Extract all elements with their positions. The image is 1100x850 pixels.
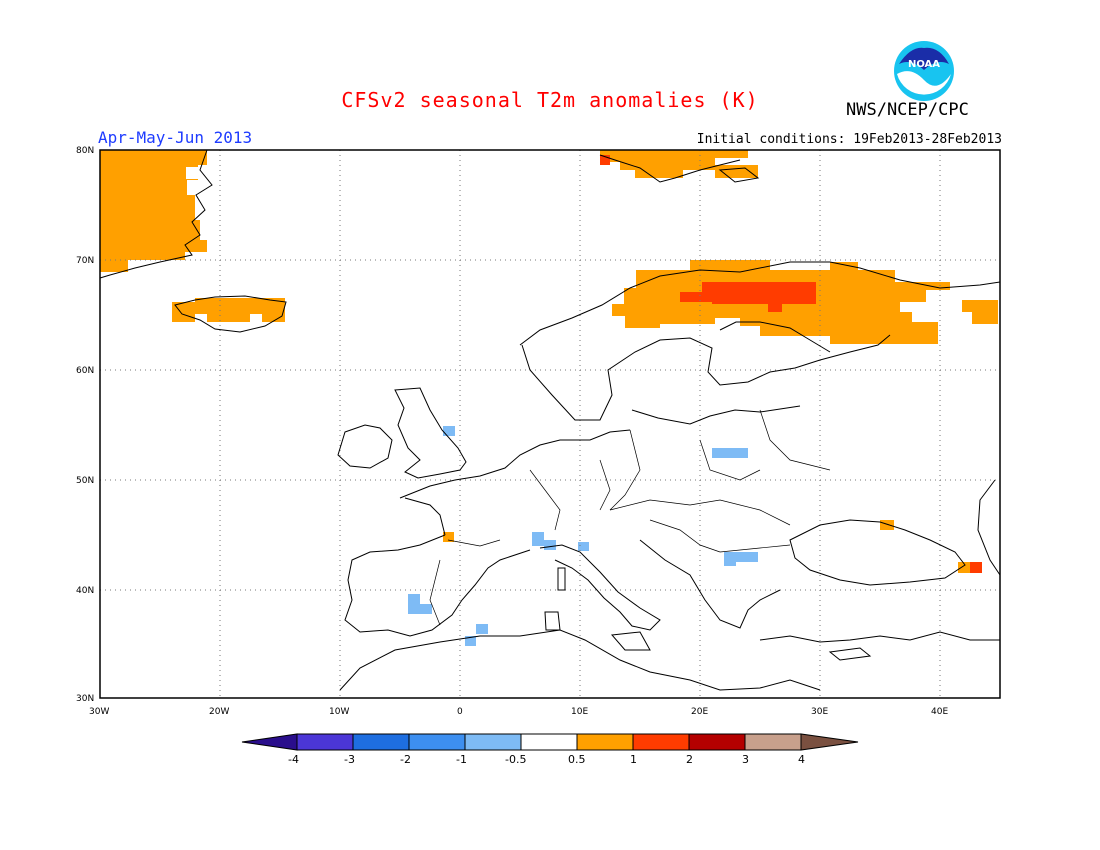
lon-label-20e: 20E [691,707,708,717]
colorbar-bin [408,733,466,751]
season-label: Apr-May-Jun 2013 [98,128,253,147]
lon-label-40e: 40E [931,707,948,717]
anomaly-cell-finland-core [680,282,816,312]
lon-label-30w: 30W [89,707,109,717]
anomaly-cell-algeria [465,624,488,646]
colorbar-label: -0.5 [505,753,526,766]
anomaly-cell-svalbard [600,150,758,178]
graticule [100,150,1000,698]
lon-label-20w: 20W [209,707,229,717]
colorbar-bin [744,733,802,751]
lat-label-50: 50N [76,476,94,486]
lon-label-0: 0 [457,707,463,717]
lat-label-30: 30N [76,694,94,704]
anomaly-cell-iceland [172,298,285,322]
colorbar-label: -3 [344,753,355,766]
anomaly-cell-poland [712,448,748,458]
anomaly-cell-spain [408,594,432,614]
lon-label-10w: 10W [329,707,349,717]
colorbar-label: 4 [798,753,805,766]
anomaly-cell-bulgaria [724,552,758,566]
colorbar-bin [632,733,690,751]
lat-label-80: 80N [76,146,94,156]
colorbar-bin [464,733,522,751]
colorbar-bin [296,733,354,751]
anomaly-cell-scandinavia-east [962,300,998,324]
lat-label-70: 70N [76,256,94,266]
map-frame [99,149,1001,699]
noaa-logo-icon: NOAA [894,41,954,101]
anomaly-cell-greenland [100,150,207,272]
lat-label-40: 40N [76,586,94,596]
anomaly-cell-italy-north [578,542,589,551]
colorbar-label: 2 [686,753,693,766]
colorbar-bin [576,733,634,751]
colorbar-arrow-high [800,733,859,751]
org-label: NWS/NCEP/CPC [846,100,969,120]
anomaly-cells [100,150,998,646]
colorbar-bin [688,733,746,751]
coastlines [99,149,1001,691]
logo-text: NOAA [908,59,940,70]
colorbar-label: 0.5 [568,753,586,766]
colorbar-bin [352,733,410,751]
anomaly-cell-england [443,426,455,436]
lon-label-30e: 30E [811,707,828,717]
colorbar-label: 1 [630,753,637,766]
lon-labels: 30W 20W 10W 0 10E 20E 30E 40E [89,707,948,717]
lat-label-60: 60N [76,366,94,376]
anomaly-cell-crimea [880,520,894,530]
country-borders [429,409,831,626]
anomaly-cell-alps [532,532,556,550]
anomaly-cell-caucasus-b [970,562,982,573]
colorbar-label: -4 [288,753,299,766]
anomaly-cell-pyrenees [443,532,454,542]
lon-label-10e: 10E [571,707,588,717]
anomaly-cell-caucasus-a [958,562,970,573]
initial-conditions-label: Initial conditions: 19Feb2013-28Feb2013 [696,132,1002,147]
colorbar-label: 3 [742,753,749,766]
lat-labels: 30N 40N 50N 60N 70N 80N [76,146,94,704]
colorbar-label: -2 [400,753,411,766]
colorbar-bin [520,733,578,751]
colorbar [241,733,859,751]
colorbar-labels: -4 -3 -2 -1 -0.5 0.5 1 2 3 4 [288,753,805,766]
figure-title: CFSv2 seasonal T2m anomalies (K) [341,88,759,112]
colorbar-label: -1 [456,753,467,766]
colorbar-arrow-low [241,733,298,751]
